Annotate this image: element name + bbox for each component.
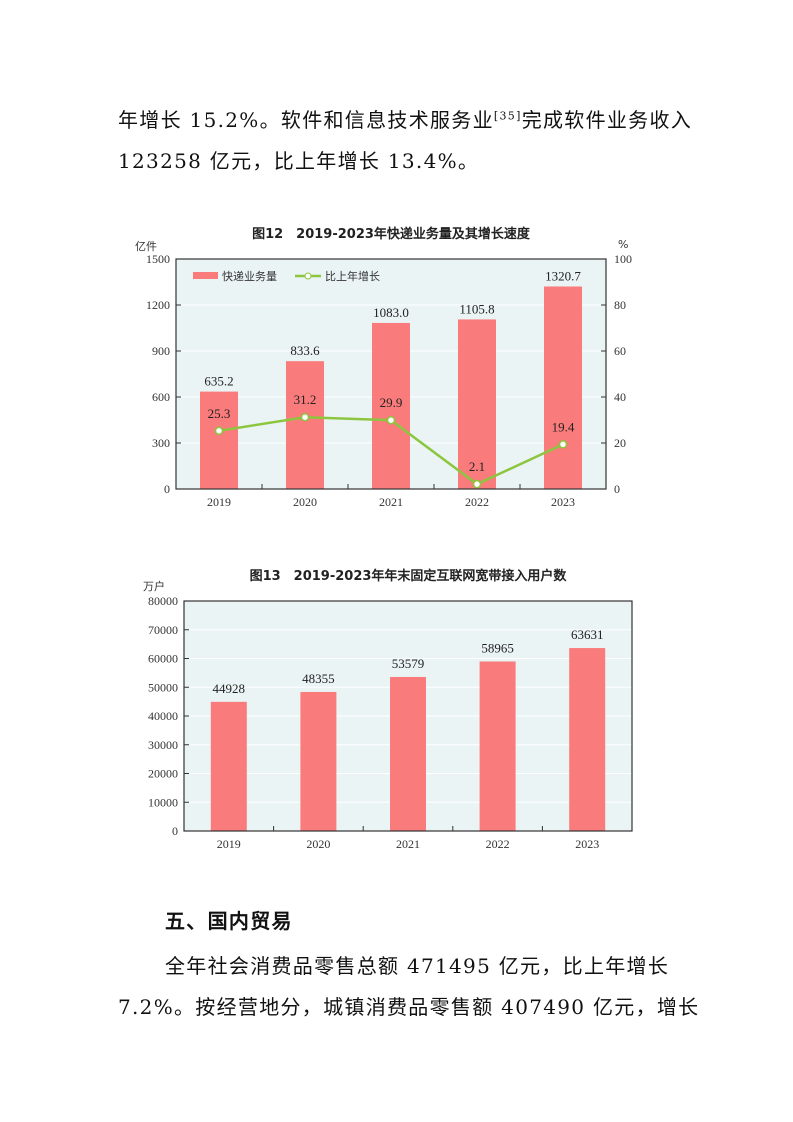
line-point — [214, 426, 224, 436]
bar — [372, 322, 410, 489]
chart-title: 图12 2019-2023年快递业务量及其增长速度 — [252, 226, 531, 242]
y-tick-label: 60000 — [148, 652, 178, 666]
line-data-label: 31.2 — [294, 392, 317, 407]
x-tick-label: 2020 — [293, 495, 317, 509]
y2-tick-label: 80 — [614, 298, 626, 312]
y-tick-label: 0 — [172, 824, 178, 838]
bar-data-label: 635.2 — [204, 374, 233, 389]
bar-data-label: 1105.8 — [459, 301, 494, 316]
chart-express-delivery: 图12 2019-2023年快递业务量及其增长速度亿件0300600900120… — [135, 226, 632, 509]
paragraph-line: 7.2%。按经营地分，城镇消费品零售额 407490 亿元，增长 — [118, 995, 700, 1019]
text: 年增长 15.2%。软件和信息技术服务业 — [118, 108, 494, 132]
paragraph-line: 123258 亿元，比上年增长 13.4%。 — [118, 149, 480, 173]
y2-axis-unit: % — [618, 238, 628, 251]
bar — [210, 701, 247, 831]
bar — [544, 286, 582, 489]
y-axis-unit: 亿件 — [135, 240, 157, 253]
footnote-ref[interactable]: [35] — [493, 109, 522, 123]
x-tick-label: 2019 — [217, 837, 241, 851]
plot-border — [175, 258, 607, 490]
y-tick-label: 50000 — [148, 680, 178, 694]
line-point — [558, 440, 568, 449]
y2-tick-label: 100 — [614, 252, 632, 266]
y2-tick-label: 20 — [614, 436, 626, 450]
legend-label: 快递业务量 — [222, 269, 277, 283]
bar — [286, 361, 324, 489]
y-tick-label: 80000 — [148, 594, 178, 608]
line-point — [300, 412, 310, 422]
bar-data-label: 53579 — [392, 656, 425, 671]
legend-bar-swatch — [193, 272, 218, 279]
paragraph-line: 年增长 15.2%。软件和信息技术服务业[35]完成软件业务收入 — [118, 104, 692, 133]
bar-data-label: 1320.7 — [545, 268, 581, 283]
y-tick-label: 900 — [152, 344, 170, 358]
bar — [479, 661, 516, 831]
bar — [390, 676, 426, 831]
x-tick-label: 2019 — [207, 495, 231, 509]
bar-data-label: 1083.0 — [373, 305, 409, 320]
bar — [300, 691, 337, 831]
x-tick-label: 2022 — [486, 837, 510, 851]
y-tick-label: 1500 — [146, 252, 170, 266]
bar-data-label: 48355 — [302, 671, 335, 686]
bar — [569, 648, 606, 831]
line-data-label: 19.4 — [552, 419, 575, 434]
legend-line-marker — [304, 272, 312, 280]
y-tick-label: 20000 — [148, 767, 178, 781]
y-tick-label: 30000 — [148, 738, 178, 752]
bar — [458, 319, 496, 489]
line-point — [386, 415, 396, 425]
bar-data-label: 58965 — [481, 640, 514, 655]
bar — [200, 391, 238, 489]
line-point — [472, 479, 482, 489]
y-tick-label: 0 — [164, 482, 170, 496]
line-data-label: 25.3 — [208, 406, 231, 421]
y-tick-label: 10000 — [148, 795, 178, 809]
y2-tick-label: 40 — [614, 390, 626, 404]
y-tick-label: 70000 — [148, 623, 178, 637]
y-axis-unit: 万户 — [143, 579, 165, 593]
chart-title: 图13 2019-2023年年末固定互联网宽带接入用户数 — [250, 568, 568, 584]
x-tick-label: 2023 — [551, 495, 575, 509]
y2-tick-label: 0 — [614, 482, 620, 496]
y-tick-label: 300 — [152, 436, 170, 450]
text: 完成软件业务收入 — [521, 108, 693, 132]
y2-tick-label: 60 — [614, 344, 626, 358]
x-tick-label: 2021 — [379, 495, 403, 509]
paragraph-line: 全年社会消费品零售总额 471495 亿元，比上年增长 — [165, 954, 670, 978]
bar-data-label: 63631 — [571, 627, 604, 642]
bar-data-label: 833.6 — [290, 343, 320, 358]
plot-border — [183, 600, 633, 832]
x-tick-label: 2021 — [396, 837, 420, 851]
line-data-label: 2.1 — [469, 459, 485, 474]
y-tick-label: 1200 — [146, 298, 170, 312]
y-tick-label: 600 — [152, 390, 170, 404]
x-tick-label: 2020 — [306, 837, 330, 851]
legend-label: 比上年增长 — [325, 269, 380, 283]
x-tick-label: 2023 — [575, 837, 599, 851]
y-tick-label: 40000 — [148, 709, 178, 723]
bar-data-label: 44928 — [213, 681, 246, 696]
x-tick-label: 2022 — [465, 495, 489, 509]
line-data-label: 29.9 — [380, 395, 403, 410]
section-heading: 五、国内贸易 — [165, 909, 293, 933]
